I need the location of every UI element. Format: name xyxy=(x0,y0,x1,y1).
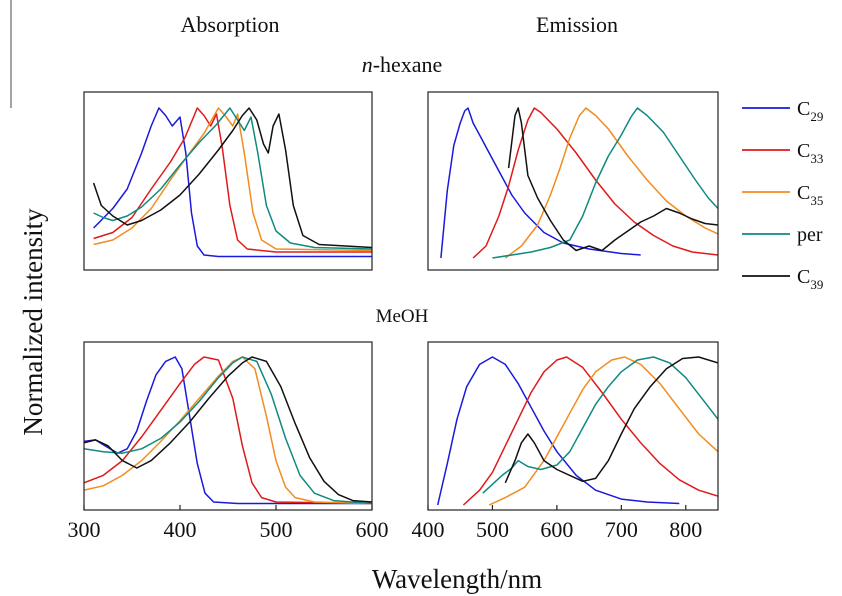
panel-emission-hexane xyxy=(427,91,719,271)
series-line-c29-abs-meoh xyxy=(84,356,372,505)
series-line-c39-em-meoh xyxy=(504,356,718,484)
legend-label: C35 xyxy=(797,182,823,208)
series-line-c33-em-meoh xyxy=(462,356,718,506)
series-line-c39-em-hexane xyxy=(507,107,718,252)
series-line-per-abs-meoh xyxy=(84,356,372,505)
x-tick-label-400-abs-meoh: 400 xyxy=(164,517,197,542)
row-title-meoh: MeOH xyxy=(376,306,429,327)
x-tick-label-600-abs-meoh: 600 xyxy=(356,517,389,542)
legend: C29 C33 C35 per C39 xyxy=(742,98,823,292)
panel-absorption-hexane xyxy=(83,91,373,271)
x-axis-label: Wavelength/nm xyxy=(372,564,542,594)
series-line-c39-abs-meoh xyxy=(84,356,372,503)
series-line-per-em-hexane xyxy=(492,107,718,259)
series-line-c35-abs-hexane xyxy=(93,107,372,252)
panel-emission-meoh: 400 500 600 700 800 xyxy=(412,341,719,542)
legend-entry-per: per xyxy=(742,224,823,246)
legend-label: C39 xyxy=(797,266,823,292)
panel-absorption-meoh: 300 400 500 600 xyxy=(68,341,389,542)
series-line-c33-abs-hexane xyxy=(93,107,372,253)
x-tick-label-700-em-meoh: 700 xyxy=(605,517,638,542)
legend-entry-c35: C35 xyxy=(742,182,823,208)
legend-entry-c33: C33 xyxy=(742,140,823,166)
series-line-c29-em-hexane xyxy=(440,107,641,259)
series-line-c33-abs-meoh xyxy=(84,356,372,505)
legend-entry-c39: C39 xyxy=(742,266,823,292)
plot-frame-em-hexane xyxy=(427,91,719,271)
plot-frame-em-meoh xyxy=(427,341,719,511)
x-tick-label-500-abs-meoh: 500 xyxy=(260,517,293,542)
row-title-hexane: n-hexane xyxy=(362,52,443,77)
series-line-c29-abs-hexane xyxy=(93,107,372,258)
series-line-c35-abs-meoh xyxy=(84,356,372,505)
series-line-per-abs-hexane xyxy=(93,107,372,250)
legend-label: per xyxy=(797,224,823,246)
y-axis-label: Normalized intensity xyxy=(18,208,48,436)
x-tick-label-300-abs-meoh: 300 xyxy=(68,517,101,542)
series-line-c33-em-hexane xyxy=(472,107,718,259)
legend-label: C29 xyxy=(797,98,823,124)
column-title-absorption: Absorption xyxy=(181,12,280,37)
series-line-c39-abs-hexane xyxy=(92,107,372,249)
series-line-c29-em-meoh xyxy=(436,356,680,506)
row-title-meoh-rest: MeOH xyxy=(376,306,429,327)
x-tick-label-400-em-meoh: 400 xyxy=(412,517,445,542)
plot-frame-abs-meoh xyxy=(83,341,373,511)
legend-entry-c29: C29 xyxy=(742,98,823,124)
legend-label: C33 xyxy=(797,140,823,166)
x-tick-label-600-em-meoh: 600 xyxy=(540,517,573,542)
x-tick-label-500-em-meoh: 500 xyxy=(476,517,509,542)
column-title-emission: Emission xyxy=(536,12,618,37)
row-title-hexane-italic: n xyxy=(362,52,373,77)
series-line-c35-em-meoh xyxy=(488,356,718,506)
plot-frame-abs-hexane xyxy=(83,91,373,271)
series-line-c35-em-hexane xyxy=(504,107,718,259)
row-title-hexane-rest: -hexane xyxy=(373,52,443,77)
x-tick-label-800-em-meoh: 800 xyxy=(669,517,702,542)
